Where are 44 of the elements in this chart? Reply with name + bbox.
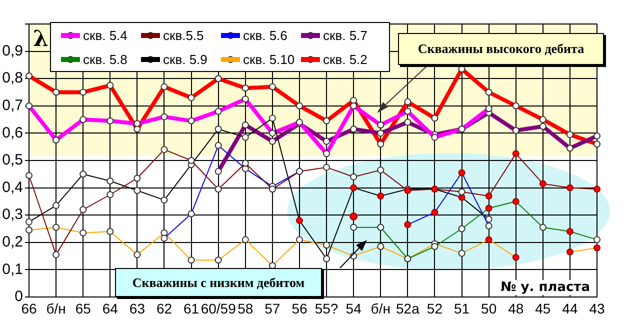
- x-tick-label: 60/59: [200, 300, 236, 316]
- x-tick-label: б/н: [46, 300, 66, 316]
- y-tick-label: 0,3: [2, 206, 23, 224]
- y-axis-title: λ: [33, 26, 48, 52]
- y-tick-label: 0,1: [2, 260, 23, 278]
- x-tick-label: 52а: [396, 300, 420, 316]
- x-tick-label: 62: [156, 300, 172, 316]
- x-tick-label: 55?: [314, 300, 338, 316]
- legend-label: скв.5.5: [163, 28, 204, 42]
- x-axis-title: № у. пласта: [498, 280, 592, 295]
- legend-label: скв. 5.6: [243, 28, 288, 42]
- legend-label: скв. 5.8: [83, 52, 128, 66]
- annotation: Скважины высокого дебита: [398, 33, 604, 65]
- legend-label: скв. 5.2: [323, 52, 368, 66]
- x-tick-label: 52: [426, 300, 443, 316]
- annotation: Скважины с низким дебитом: [115, 268, 322, 297]
- x-tick-label: 57: [264, 300, 280, 316]
- x-tick-label: 56: [292, 300, 308, 316]
- x-tick-label: 48: [508, 300, 524, 316]
- x-tick-label: 64: [102, 300, 118, 316]
- x-tick-label: 51: [454, 300, 470, 316]
- x-tick-label: 65: [75, 300, 92, 316]
- legend-label: скв. 5.10: [243, 52, 295, 66]
- y-tick-label: 0,4: [2, 178, 23, 196]
- legend-label: скв. 5.4: [83, 28, 128, 42]
- x-tick-label: 63: [129, 300, 146, 316]
- y-tick-label: 0,9: [2, 42, 23, 60]
- x-tick-label: 45: [535, 300, 551, 316]
- y-tick-label: 0,2: [2, 234, 23, 251]
- x-tick-label: 58: [238, 300, 254, 316]
- x-tick-label: 54: [346, 300, 362, 316]
- y-tick-label: 0,5: [2, 152, 23, 169]
- legend-label: скв. 5.7: [323, 28, 368, 42]
- y-tick-label: 0,6: [2, 124, 23, 142]
- x-tick-label: 44: [562, 300, 578, 316]
- x-tick-label: 43: [589, 300, 605, 316]
- legend-label: скв. 5.9: [163, 52, 208, 66]
- y-tick-label: 0: [14, 288, 23, 306]
- x-tick-label: б/н: [370, 300, 390, 316]
- x-tick-label: 50: [481, 300, 497, 316]
- y-tick-label: 0,8: [2, 70, 23, 87]
- x-tick-label: 61: [183, 300, 200, 316]
- y-tick-label: 0,7: [2, 97, 23, 114]
- x-tick-label: 66: [21, 300, 37, 316]
